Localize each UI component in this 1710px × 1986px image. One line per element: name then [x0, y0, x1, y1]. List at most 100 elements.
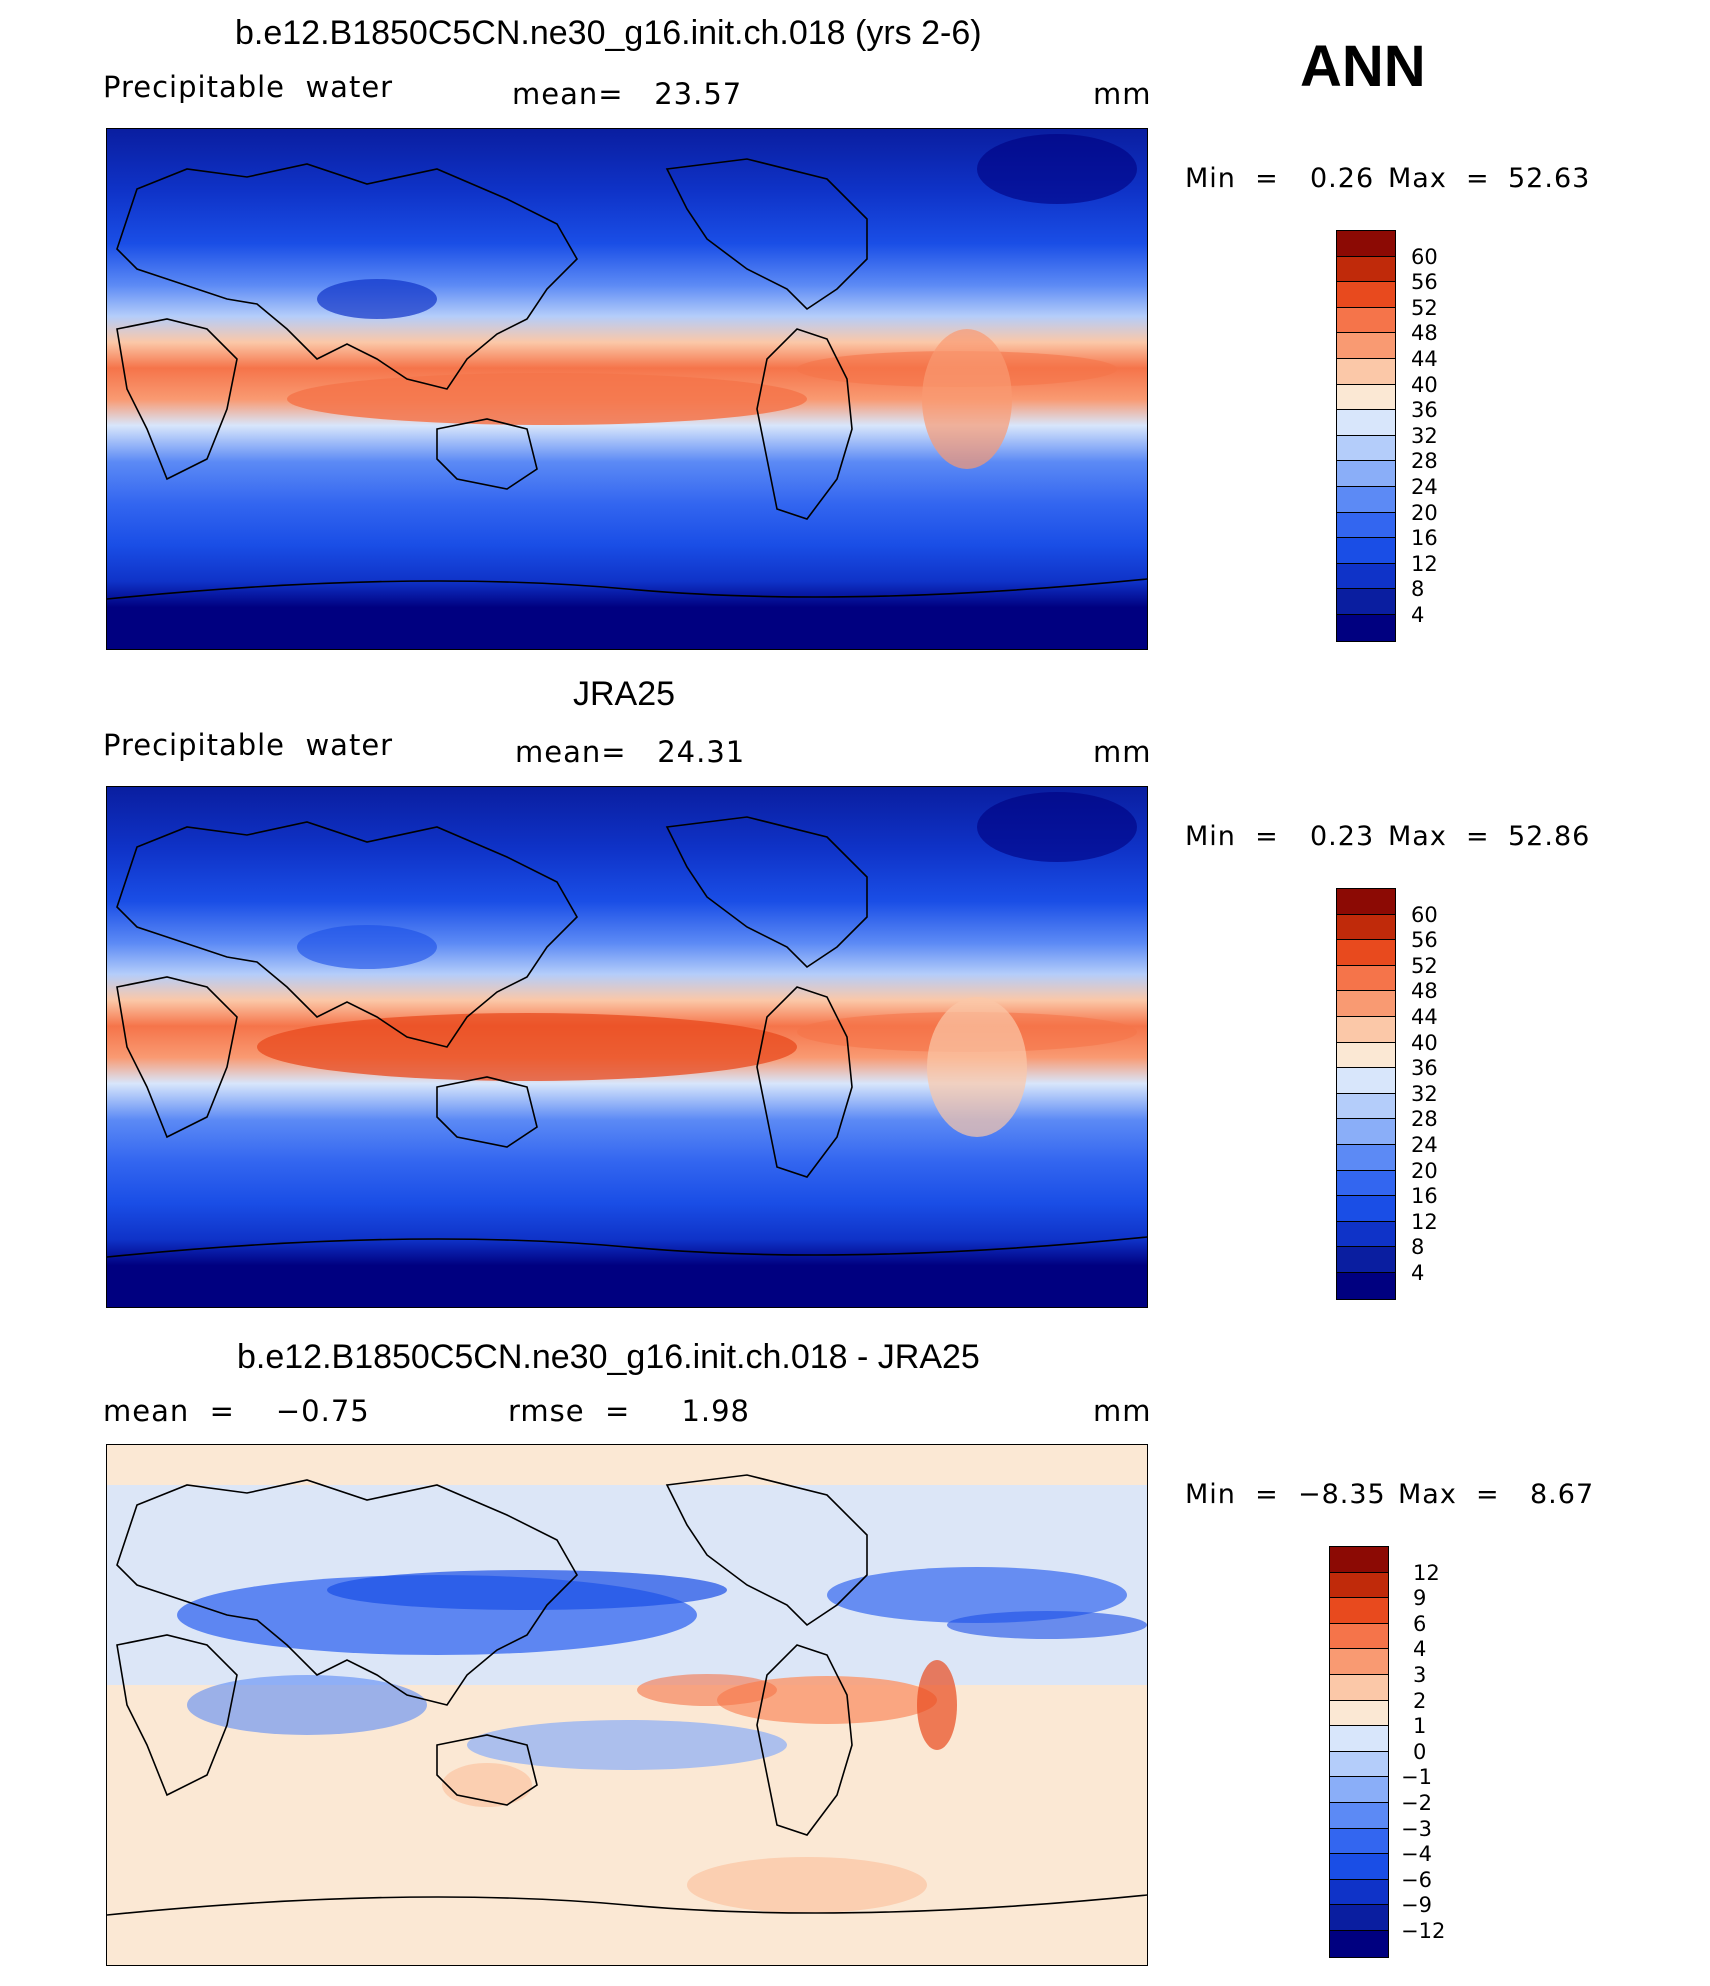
panel1-units: mm: [1093, 77, 1152, 111]
colorbar-level-label: 3: [1413, 1663, 1427, 1687]
colorbar-swatch: [1330, 1649, 1388, 1675]
colorbar-swatch: [1337, 1119, 1395, 1145]
panel1-title: b.e12.B1850C5CN.ne30_g16.init.ch.018 (yr…: [235, 14, 982, 52]
colorbar-swatch: [1337, 358, 1395, 385]
colorbar-swatch: [1337, 461, 1395, 487]
colorbar-swatch: [1337, 589, 1395, 615]
panel3-title: b.e12.B1850C5CN.ne30_g16.init.ch.018 - J…: [237, 1338, 980, 1376]
colorbar-level-label: −1: [1401, 1765, 1432, 1790]
colorbar-swatch: [1330, 1547, 1388, 1573]
colorbar-swatch: [1330, 1623, 1388, 1650]
colorbar-swatch: [1337, 1144, 1395, 1171]
colorbar-level-label: 32: [1411, 1081, 1438, 1106]
colorbar-level-label: 4: [1411, 1261, 1425, 1285]
colorbar-swatch: [1337, 1093, 1395, 1120]
colorbar-swatch: [1337, 307, 1395, 334]
colorbar-swatch: [1337, 538, 1395, 564]
colorbar-swatch: [1337, 1042, 1395, 1069]
colorbar-swatch: [1330, 1905, 1388, 1931]
colorbar-level-label: 12: [1413, 1560, 1440, 1585]
colorbar-swatch: [1330, 1802, 1388, 1829]
panel1-min-value: 0.26: [1310, 163, 1375, 194]
panel3-mean: mean = −0.75: [103, 1394, 370, 1428]
colorbar-swatch: [1330, 1879, 1388, 1906]
colorbar-level-label: 48: [1411, 979, 1438, 1004]
colorbar-swatch: [1337, 256, 1395, 283]
panel3-rmse: rmse = 1.98: [508, 1394, 751, 1428]
colorbar-level-label: −9: [1401, 1893, 1432, 1918]
colorbar-level-label: 16: [1411, 526, 1438, 551]
panel3-map: [106, 1444, 1148, 1966]
colorbar-level-label: 28: [1411, 1107, 1438, 1132]
colorbar-level-label: 44: [1411, 1005, 1438, 1029]
panel1-mean: mean= 23.57: [512, 77, 743, 111]
colorbar-swatch: [1337, 435, 1395, 462]
colorbar-level-label: 12: [1411, 551, 1438, 576]
colorbar-swatch: [1337, 563, 1395, 590]
colorbar-swatch: [1337, 282, 1395, 308]
colorbar-level-label: 56: [1411, 270, 1438, 295]
colorbar-swatch: [1337, 914, 1395, 941]
colorbar-swatch: [1337, 991, 1395, 1017]
colorbar-level-label: 4: [1413, 1637, 1427, 1662]
panel2-min-label: Min =: [1185, 821, 1279, 852]
colorbar-level-label: 2: [1413, 1688, 1427, 1713]
panel2-units: mm: [1093, 735, 1152, 769]
panel3-min-value: −8.35: [1298, 1479, 1386, 1510]
colorbar-swatch: [1337, 1247, 1395, 1273]
colorbar-swatch: [1337, 1196, 1395, 1222]
colorbar-swatch: [1330, 1700, 1388, 1727]
colorbar-swatch: [1337, 231, 1395, 257]
panel2-min-value: 0.23: [1310, 821, 1375, 852]
colorbar-level-label: 20: [1411, 1158, 1438, 1183]
colorbar-level-label: 60: [1411, 244, 1438, 269]
colorbar-swatch: [1337, 333, 1395, 359]
colorbar-swatch: [1330, 1598, 1388, 1624]
panel2-map: [106, 786, 1148, 1308]
colorbar-swatch: [1330, 1777, 1388, 1803]
panel1-max-label: Max =: [1388, 163, 1490, 194]
colorbar-swatch: [1337, 410, 1395, 436]
panel3-field: [107, 1445, 1147, 1965]
colorbar-level-label: 4: [1411, 603, 1425, 627]
colorbar-swatch: [1337, 1016, 1395, 1043]
colorbar-level-label: 56: [1411, 928, 1438, 953]
colorbar-level-label: 48: [1411, 321, 1438, 346]
colorbar-level-label: 40: [1411, 1030, 1438, 1055]
panel1-colorbar: [1336, 230, 1396, 642]
panel3-max-value: 8.67: [1530, 1479, 1595, 1510]
panel3-min-label: Min =: [1185, 1479, 1279, 1510]
colorbar-swatch: [1330, 1751, 1388, 1778]
colorbar-level-label: 36: [1411, 1056, 1438, 1081]
colorbar-swatch: [1337, 384, 1395, 411]
colorbar-level-label: −3: [1401, 1816, 1432, 1841]
colorbar-level-label: 52: [1411, 953, 1438, 978]
colorbar-level-label: −6: [1401, 1867, 1432, 1892]
colorbar-swatch: [1337, 889, 1395, 915]
panel3-colorbar: [1329, 1546, 1389, 1958]
colorbar-swatch: [1337, 1068, 1395, 1094]
colorbar-swatch: [1337, 965, 1395, 992]
panel1-map: [106, 128, 1148, 650]
panel2-field: [107, 787, 1147, 1307]
colorbar-level-label: 24: [1411, 475, 1438, 499]
panel2-mean: mean= 24.31: [515, 735, 746, 769]
panel2-variable: Precipitable water: [103, 728, 394, 762]
colorbar-swatch: [1330, 1828, 1388, 1855]
panel2-max-value: 52.86: [1508, 821, 1591, 852]
colorbar-swatch: [1337, 512, 1395, 539]
colorbar-swatch: [1330, 1726, 1388, 1752]
colorbar-level-label: −12: [1401, 1919, 1446, 1943]
colorbar-level-label: 6: [1413, 1611, 1427, 1636]
panel3-max-label: Max =: [1398, 1479, 1500, 1510]
colorbar-swatch: [1330, 1854, 1388, 1880]
colorbar-level-label: 12: [1411, 1209, 1438, 1234]
colorbar-level-label: 1: [1413, 1714, 1427, 1739]
colorbar-level-label: 0: [1413, 1739, 1427, 1764]
colorbar-swatch: [1337, 1272, 1395, 1299]
colorbar-swatch: [1330, 1930, 1388, 1957]
colorbar-level-label: 44: [1411, 347, 1438, 371]
panel1-field: [107, 129, 1147, 649]
colorbar-level-label: 28: [1411, 449, 1438, 474]
colorbar-level-label: 40: [1411, 372, 1438, 397]
